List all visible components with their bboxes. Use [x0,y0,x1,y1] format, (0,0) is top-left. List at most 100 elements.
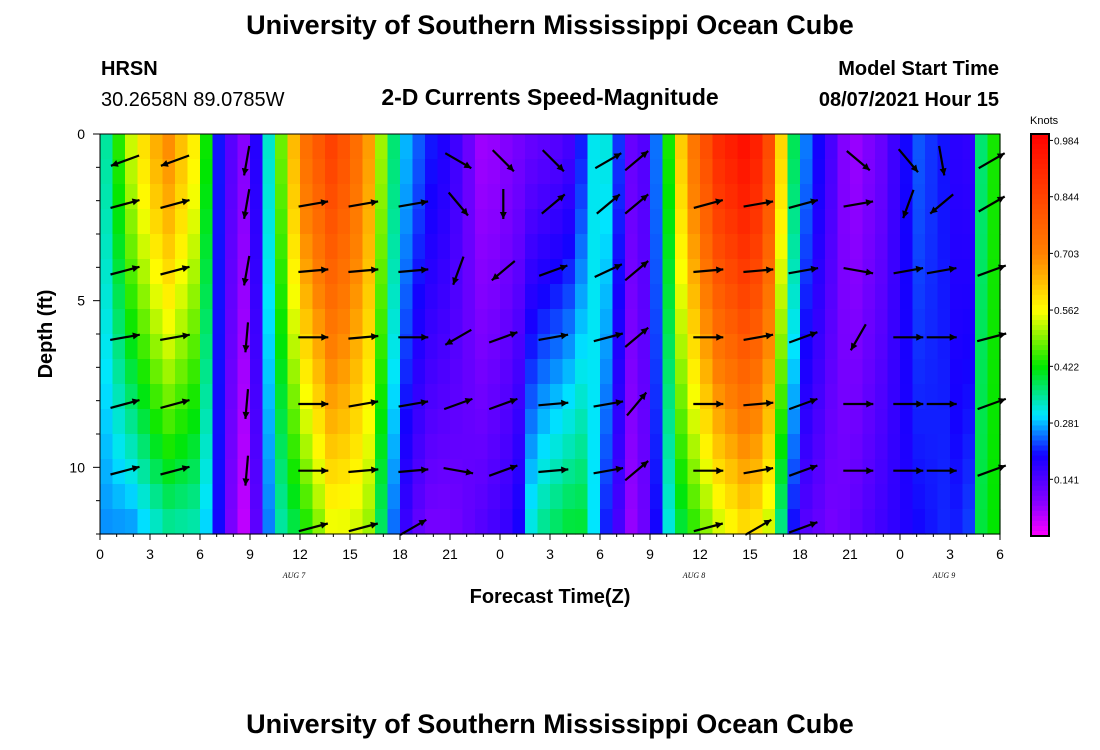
heatmap-cell-778 [700,384,714,410]
heatmap-cell-1070 [925,484,939,510]
heatmap-cell-509 [487,459,501,485]
x-tick-label: 0 [96,546,104,562]
colorbar-step [1031,244,1049,251]
heatmap-cell-1048 [912,334,926,360]
heatmap-cell-52 [137,234,151,260]
heatmap-cell-313 [337,359,351,385]
heatmap-cell-506 [487,384,501,410]
colorbar-step [1031,249,1049,256]
heatmap-cell-102 [175,284,189,310]
heatmap-cell-702 [637,484,651,510]
heatmap-cell-159 [212,509,226,535]
heatmap-cell-115 [187,209,201,235]
heatmap-cell-1078 [937,284,951,310]
heatmap-cell-666 [612,384,626,410]
current-vector-0-14 [846,150,871,172]
heatmap-cell-924 [812,434,826,460]
heatmap-cell-319 [337,509,351,535]
heatmap-cell-579 [550,209,564,235]
heatmap-cell-526 [500,484,514,510]
heatmap-cell-640 [600,134,614,160]
heatmap-cell-154 [212,384,226,410]
heatmap-cell-955 [837,409,851,435]
heatmap-cell-855 [762,309,776,335]
heatmap-cell-400 [412,134,426,160]
heatmap-cell-1097 [950,359,964,385]
heatmap-cell-742 [675,284,689,310]
heatmap-cell-728 [662,334,676,360]
heatmap-cell-522 [500,384,514,410]
vector-head [915,265,924,273]
heatmap-cell-381 [387,459,401,485]
vector-head [509,331,518,338]
y-tick-label: 10 [69,459,85,475]
heatmap-cell-877 [775,459,789,485]
heatmap-cell-158 [212,484,226,510]
current-vector-1-1 [160,198,190,209]
heatmap-cell-979 [862,209,876,235]
current-vector-3-3 [298,333,329,341]
heatmap-cell-483 [475,209,489,235]
heatmap-cell-795 [712,409,726,435]
heatmap-cell-872 [775,334,789,360]
heatmap-cell-298 [325,384,339,410]
colorbar-step [1031,505,1049,512]
colorbar-step [1031,154,1049,160]
heatmap-cell-295 [325,309,339,335]
heatmap-cell-934 [825,284,839,310]
current-vector-6-12 [744,518,772,536]
heatmap-cell-25 [112,359,126,385]
vector-head [370,399,379,407]
heatmap-cell-860 [762,434,776,460]
heatmap-cell-403 [412,209,426,235]
heatmap-cell-644 [600,234,614,260]
heatmap-cell-50 [137,184,151,210]
heatmap-cell-722 [662,184,676,210]
heatmap-cell-220 [262,434,276,460]
heatmap-cell-448 [450,134,464,160]
heatmap-cell-661 [612,259,626,285]
heatmap-cell-338 [362,184,376,210]
heatmap-cell-405 [412,259,426,285]
heatmap-cell-1004 [875,434,889,460]
heatmap-cell-1076 [937,234,951,260]
heatmap-cell-754 [687,184,701,210]
heatmap-cell-977 [862,159,876,185]
heatmap-cell-675 [625,209,639,235]
heatmap-cell-619 [575,409,589,435]
vector-head [766,399,774,407]
heatmap-cell-1083 [937,409,951,435]
heatmap-cell-1041 [912,159,926,185]
heatmap-cell-485 [475,259,489,285]
heatmap-cell-720 [662,134,676,160]
heatmap-cell-1006 [875,484,889,510]
heatmap-cell-134 [200,284,214,310]
vector-head [110,160,119,167]
colorbar-step [1031,460,1049,467]
heatmap-cell-684 [625,434,639,460]
x-tick-label: 12 [292,546,308,562]
heatmap-cell-620 [575,434,589,460]
y-axis: 0 5 10 [69,126,100,535]
heatmap-cell-790 [712,284,726,310]
heatmap-cell-910 [800,484,814,510]
heatmap-cell-161 [225,159,239,185]
heatmap-cell-1056 [925,134,939,160]
heatmap-cell-279 [312,309,326,335]
heatmap-cell-856 [762,334,776,360]
colorbar-step [1031,194,1049,200]
vector-head [902,210,909,219]
heatmap-cell-538 [512,384,526,410]
heatmap-cell-936 [825,334,839,360]
heatmap-cell-468 [462,234,476,260]
heatmap-cell-18 [112,184,126,210]
heatmap-cell-992 [875,134,889,160]
heatmap-cell-557 [525,459,539,485]
current-vector-2-13 [788,265,819,275]
heatmap-cell-250 [287,384,301,410]
heatmap-cell-912 [812,134,826,160]
heatmap-cell-725 [662,259,676,285]
heatmap-cell-185 [237,359,251,385]
heatmap-cell-51 [137,209,151,235]
heatmap-cell-883 [787,209,801,235]
